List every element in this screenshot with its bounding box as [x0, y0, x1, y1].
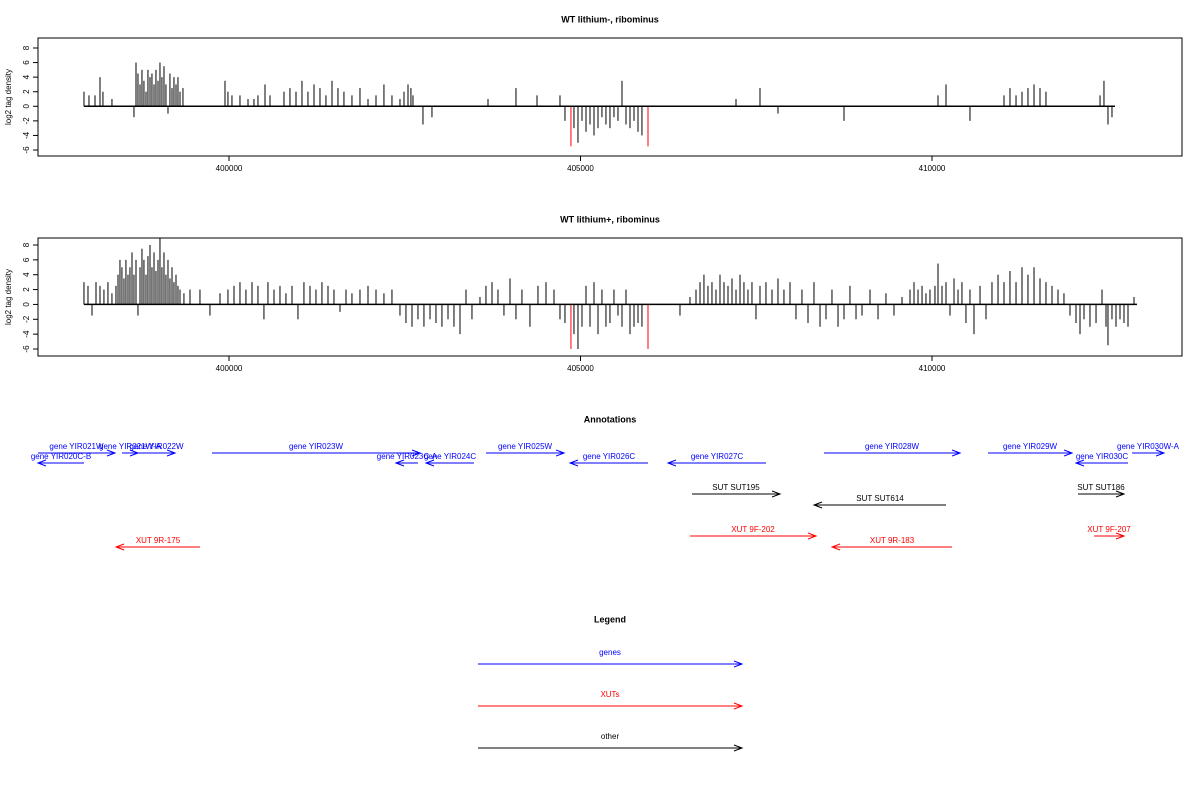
y-tick-label: 0 [22, 302, 31, 307]
feature-arrow-head [812, 501, 823, 509]
y-tick-label: -6 [22, 345, 31, 353]
plot-frame [37, 37, 1183, 157]
feature-arrow-head [1074, 459, 1085, 467]
annotations-title: Annotations [584, 414, 637, 424]
feature-label: gene YIR026C [583, 452, 636, 461]
feature-label: gene YIR023C-A [377, 452, 438, 461]
legend-label: XUTs [600, 690, 619, 699]
feature-arrow-head [568, 459, 579, 467]
y-tick-label: 2 [22, 89, 31, 94]
x-tick-label: 405000 [567, 164, 594, 173]
legend-label: genes [599, 648, 621, 657]
feature-arrow-head [666, 459, 677, 467]
feature-label: XUT 9F-207 [1087, 525, 1131, 534]
feature-label: gene YIR030W-A [1117, 442, 1180, 451]
feature-label: XUT 9F-202 [731, 525, 775, 534]
feature-label: gene YIR021W [49, 442, 104, 451]
feature-arrow-head [1115, 490, 1126, 498]
feature-label: gene YIR021W-A [99, 442, 162, 451]
y-tick-label: 8 [22, 45, 31, 50]
y-tick-label: 6 [22, 60, 31, 65]
y-tick-label: 2 [22, 287, 31, 292]
feature-label: SUT SUT614 [856, 494, 904, 503]
y-tick-label: 4 [22, 74, 31, 79]
feature-arrow-head [771, 490, 782, 498]
plot-frame [37, 237, 1183, 357]
feature-arrow-head [555, 449, 566, 457]
feature-label: XUT 9R-183 [870, 536, 915, 545]
feature-label: SUT SUT186 [1077, 483, 1125, 492]
y-tick-label: 0 [22, 104, 31, 109]
feature-arrow-head [106, 449, 117, 457]
feature-arrow-head [129, 449, 140, 457]
feature-label: gene YIR028W [865, 442, 920, 451]
feature-arrow-head [1155, 449, 1166, 457]
feature-label: gene YIR027C [691, 452, 744, 461]
feature-arrow-head [830, 543, 841, 551]
chart-title: WT lithium+, ribominus [560, 214, 660, 224]
feature-arrow-head [411, 449, 422, 457]
y-tick-label: -4 [22, 131, 31, 139]
y-axis-label: log2 tag density [4, 269, 13, 325]
y-tick-label: 4 [22, 272, 31, 277]
feature-arrow-head [36, 459, 47, 467]
y-tick-label: -4 [22, 330, 31, 338]
x-tick-label: 400000 [216, 364, 243, 373]
legend-arrow-head [733, 660, 744, 668]
feature-arrow-head [1063, 449, 1074, 457]
x-tick-label: 410000 [919, 364, 946, 373]
feature-label: XUT 9R-175 [136, 536, 181, 545]
feature-label: gene YIR023W [289, 442, 344, 451]
feature-label: gene YIR022W [129, 442, 184, 451]
feature-arrow-head [394, 459, 405, 467]
feature-label: gene YIR024C [424, 452, 477, 461]
x-tick-label: 400000 [216, 164, 243, 173]
y-tick-label: 6 [22, 257, 31, 262]
feature-label: gene YIR030C [1076, 452, 1129, 461]
chart-title: WT lithium-, ribominus [561, 14, 659, 24]
feature-arrow-head [166, 449, 177, 457]
x-tick-label: 405000 [567, 364, 594, 373]
x-tick-label: 410000 [919, 164, 946, 173]
feature-arrow-head [807, 532, 818, 540]
y-axis-label: log2 tag density [4, 69, 13, 125]
feature-arrow-head [114, 543, 125, 551]
feature-arrow-head [1115, 532, 1126, 540]
feature-label: gene YIR029W [1003, 442, 1058, 451]
legend-label: other [601, 732, 620, 741]
feature-label: gene YIR020C-B [31, 452, 91, 461]
y-tick-label: 8 [22, 242, 31, 247]
y-tick-label: -2 [22, 315, 31, 323]
feature-arrow-head [951, 449, 962, 457]
legend-title: Legend [594, 614, 626, 624]
legend-arrow-head [733, 702, 744, 710]
y-tick-label: -6 [22, 146, 31, 154]
feature-arrow-head [424, 459, 435, 467]
y-tick-label: -2 [22, 117, 31, 125]
legend-arrow-head [733, 744, 744, 752]
feature-label: gene YIR025W [498, 442, 553, 451]
feature-label: SUT SUT195 [712, 483, 760, 492]
